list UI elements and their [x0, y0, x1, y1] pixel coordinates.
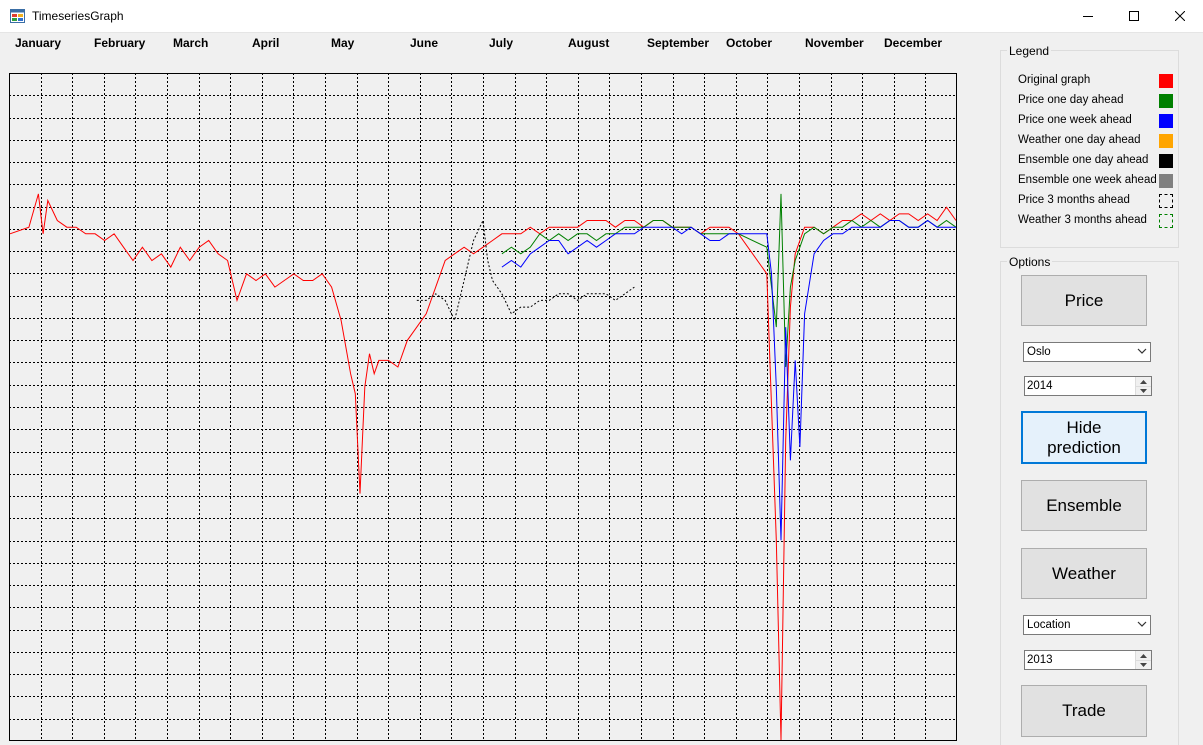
plot-canvas [9, 73, 957, 741]
minimize-button[interactable] [1065, 0, 1111, 32]
maximize-button[interactable] [1111, 0, 1157, 32]
maximize-icon [1129, 11, 1139, 21]
month-label: October [726, 36, 773, 50]
options-group [1000, 261, 1179, 745]
chevron-down-icon [1137, 621, 1147, 627]
month-label: November [805, 36, 864, 50]
month-label: March [173, 36, 209, 50]
legend-label: Weather 3 months ahead [1018, 214, 1147, 226]
close-button[interactable] [1157, 0, 1203, 32]
spinner-buttons [1135, 377, 1151, 395]
orange-swatch [1159, 134, 1173, 148]
blue-swatch [1159, 114, 1173, 128]
legend-label: Original graph [1018, 74, 1091, 86]
green-swatch [1159, 94, 1173, 108]
legend-label: Price 3 months ahead [1018, 194, 1130, 206]
arrow-down-icon [1140, 389, 1147, 393]
arrow-up-icon [1140, 653, 1147, 658]
weather-button[interactable]: Weather [1021, 548, 1147, 599]
ensemble-button[interactable]: Ensemble [1021, 480, 1147, 531]
hide-prediction-button[interactable]: Hide prediction [1021, 411, 1147, 464]
month-label: July [489, 36, 514, 50]
location-select-value: Location [1027, 619, 1071, 631]
window-title: TimeseriesGraph [32, 9, 124, 23]
month-label: September [647, 36, 710, 50]
minimize-icon [1083, 16, 1093, 17]
spin-up-button[interactable] [1136, 377, 1151, 386]
close-icon [1175, 11, 1185, 21]
legend-label: Weather one day ahead [1018, 134, 1141, 146]
legend-label: Price one day ahead [1018, 94, 1124, 106]
red-swatch [1159, 74, 1173, 88]
spin-up-button[interactable] [1136, 651, 1151, 660]
month-label: December [884, 36, 943, 50]
timeseries-plot [9, 73, 957, 741]
gray-swatch [1159, 174, 1173, 188]
month-axis: January February March April May June Ju… [0, 36, 990, 54]
title-bar: TimeseriesGraph [0, 0, 1203, 33]
price-year-value: 2014 [1027, 380, 1053, 392]
location-select[interactable]: Location [1023, 615, 1151, 635]
arrow-up-icon [1140, 379, 1147, 384]
series-line [416, 218, 635, 322]
spin-down-button[interactable] [1136, 660, 1151, 669]
options-title: Options [1007, 255, 1053, 269]
legend-list: Original graph Price one day ahead Price o… [1001, 74, 1177, 239]
plot-grid [9, 73, 957, 741]
spinner-buttons [1135, 651, 1151, 669]
weather-year-value: 2013 [1027, 654, 1053, 666]
month-label: January [15, 36, 62, 50]
month-label: June [410, 36, 439, 50]
app-window-icon [10, 9, 25, 23]
price-year-spinner[interactable]: 2014 [1024, 376, 1152, 396]
price-button[interactable]: Price [1021, 275, 1147, 326]
month-label: February [94, 36, 146, 50]
legend-label: Ensemble one day ahead [1018, 154, 1149, 166]
area-select-value: Oslo [1027, 346, 1051, 358]
legend-label: Price one week ahead [1018, 114, 1132, 126]
chevron-down-icon [1137, 348, 1147, 354]
weather-year-spinner[interactable]: 2013 [1024, 650, 1152, 670]
arrow-down-icon [1140, 663, 1147, 667]
green-dashed-swatch [1159, 214, 1173, 228]
trade-button[interactable]: Trade [1021, 685, 1147, 737]
black-dashed-swatch [1159, 194, 1173, 208]
area-select[interactable]: Oslo [1023, 342, 1151, 362]
legend-label: Ensemble one week ahead [1018, 174, 1157, 186]
black-swatch [1159, 154, 1173, 168]
month-label: August [568, 36, 610, 50]
month-label: May [331, 36, 355, 50]
legend-group [1000, 50, 1179, 248]
month-label: April [252, 36, 280, 50]
spin-down-button[interactable] [1136, 386, 1151, 395]
series-line [501, 219, 956, 541]
legend-title: Legend [1007, 44, 1052, 58]
